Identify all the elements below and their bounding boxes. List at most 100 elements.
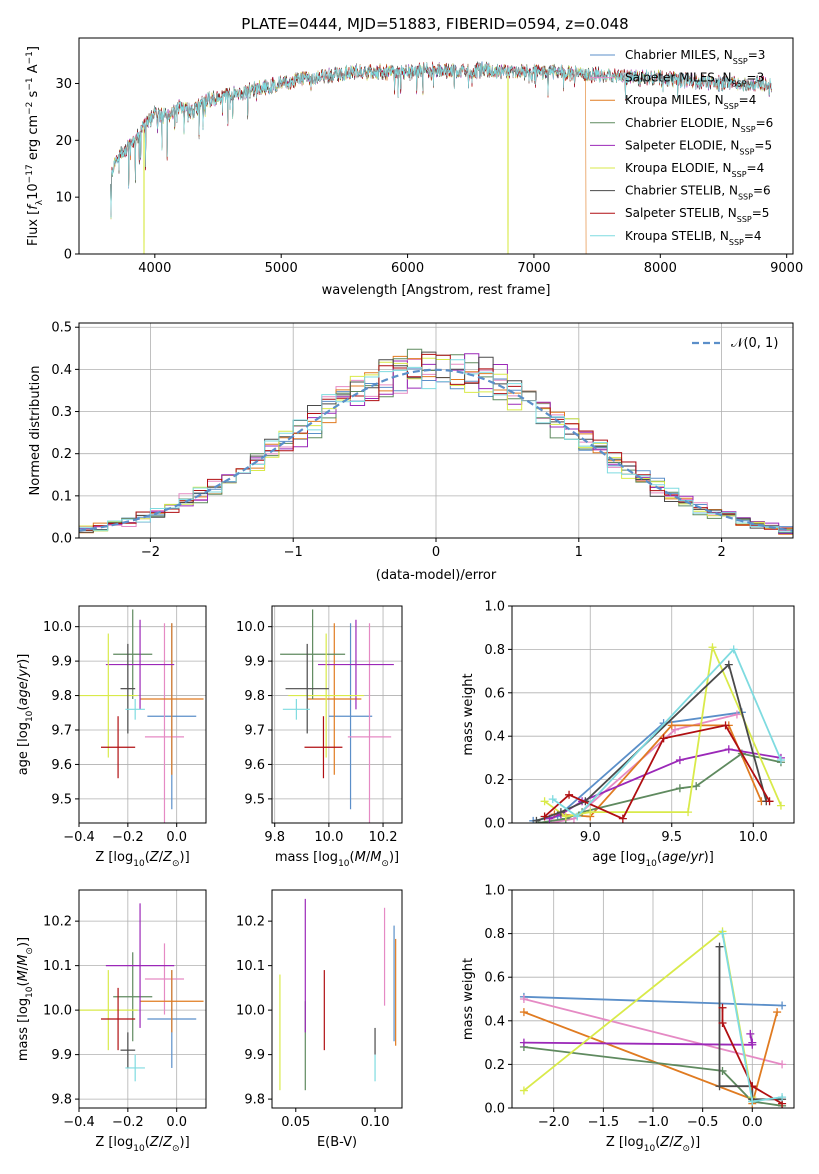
x-axis-label: Z [log10(Z/Z⊙)] bbox=[95, 850, 189, 869]
x-tick-label: 0.05 bbox=[281, 1115, 310, 1130]
plot-area bbox=[79, 903, 204, 1082]
legend-series-name: Kroupa STELIB, N bbox=[625, 229, 729, 243]
y-tick-label: 20 bbox=[55, 134, 72, 149]
y-tick-label: 9.9 bbox=[244, 655, 265, 670]
legend-sub: SSP bbox=[732, 170, 747, 179]
y-axis-label: mass weight bbox=[461, 673, 476, 755]
x-tick-label: 9.0 bbox=[580, 830, 601, 845]
x-tick-label: −1.0 bbox=[637, 1115, 669, 1130]
y-axis-label-part: f bbox=[26, 203, 41, 210]
x-axis-label: age [log10(age/yr)] bbox=[592, 850, 714, 869]
y-axis-label-part: / bbox=[16, 965, 31, 970]
x-axis-label-part: Z [log bbox=[606, 1135, 644, 1150]
x-tick-label: −0.5 bbox=[687, 1115, 719, 1130]
weight-point-marker bbox=[692, 782, 701, 791]
y-axis-label-part: )] bbox=[16, 654, 31, 664]
x-tick-label: 0.0 bbox=[742, 1115, 763, 1130]
y-tick-label: 0.0 bbox=[51, 532, 72, 547]
y-tick-label: 10.1 bbox=[236, 959, 265, 974]
y-tick-label: 9.7 bbox=[244, 724, 265, 739]
x-axis-label-part: )] bbox=[180, 1135, 190, 1150]
axes-frame bbox=[78, 605, 207, 824]
x-axis-label-part: / bbox=[159, 850, 164, 865]
y-tick-label: 30 bbox=[55, 77, 72, 92]
axes-frame bbox=[511, 605, 795, 824]
x-axis-label-part: 10 bbox=[644, 1144, 656, 1154]
legend-series-name: Salpeter MILES, N bbox=[625, 71, 732, 85]
weight-line bbox=[523, 929, 754, 1098]
x-tick-label: 0 bbox=[432, 545, 440, 560]
x-axis-label-part: Z bbox=[659, 1135, 670, 1150]
mass-weight-vs-age-panel: 9.0 9.5 10.0 0.0 0.2 0.4 0.6 0.8 1.0 age [log10(a… bbox=[461, 600, 795, 869]
y-axis-label-part: −1 bbox=[25, 77, 35, 90]
spectrum-panel: 4000 5000 6000 7000 8000 9000 0 10 20 30 wavelengt… bbox=[25, 37, 803, 298]
x-axis-label-part: ⊙ bbox=[682, 1144, 690, 1154]
y-tick-label: 0.8 bbox=[484, 927, 505, 942]
plot-area bbox=[529, 643, 785, 823]
age-vs-mass-panel: 9.8 10.0 10.2 9.5 9.6 9.7 9.8 9.9 10.0 mass [log1… bbox=[236, 605, 403, 869]
y-axis-label-part: ( bbox=[16, 706, 31, 711]
x-axis-label-part: / bbox=[686, 850, 691, 865]
age-vs-metallicity-panel: −0.4 −0.2 0.09.59.69.79.89.910.0Z [log10(Z… bbox=[16, 605, 207, 869]
y-tick-label: 10.2 bbox=[43, 915, 72, 930]
weight-point-marker bbox=[721, 721, 730, 730]
weight-point-marker bbox=[540, 797, 549, 806]
y-axis-label-part: )] bbox=[16, 937, 31, 947]
plot-area bbox=[519, 927, 787, 1108]
x-tick-label: 0.0 bbox=[166, 830, 187, 845]
y-axis-label: mass weight bbox=[461, 958, 476, 1040]
x-axis-label-part: / bbox=[669, 1135, 674, 1150]
histogram-step bbox=[79, 351, 793, 534]
y-tick-label: 0.0 bbox=[484, 1102, 505, 1117]
weight-point-marker bbox=[532, 816, 541, 823]
legend-count: =4 bbox=[739, 93, 757, 107]
histogram-step bbox=[79, 359, 793, 533]
axes-frame bbox=[511, 889, 795, 1109]
y-axis-label-part: mass [log bbox=[16, 998, 31, 1061]
x-tick-label: 0.10 bbox=[361, 1115, 390, 1130]
x-axis-label-part: ( bbox=[145, 1135, 150, 1150]
y-tick-label: 0.6 bbox=[484, 686, 505, 701]
x-tick-label: 7000 bbox=[517, 261, 550, 276]
legend-label: Salpeter MILES, NSSP=3 bbox=[625, 71, 764, 89]
weight-point-marker bbox=[708, 643, 717, 652]
weight-line bbox=[523, 1033, 754, 1046]
x-tick-label: 0.0 bbox=[166, 1115, 187, 1130]
x-axis-label: mass [log10(M/M⊙)] bbox=[275, 850, 399, 869]
x-axis-label-part: M bbox=[370, 850, 381, 865]
weight-point-marker bbox=[748, 1097, 757, 1106]
legend-sub: SSP bbox=[724, 102, 739, 111]
x-axis-label-part: mass [log bbox=[275, 850, 338, 865]
x-axis-label: E(B-V) bbox=[317, 1135, 357, 1150]
x-axis-label-part: 10 bbox=[645, 859, 657, 869]
y-axis-label-part: ( bbox=[16, 981, 31, 986]
x-tick-label: −1.5 bbox=[588, 1115, 620, 1130]
legend-count: =4 bbox=[744, 229, 762, 243]
weight-point-marker bbox=[565, 790, 574, 799]
weight-line bbox=[549, 748, 782, 820]
y-tick-label: 9.8 bbox=[51, 1093, 72, 1108]
legend-count: =4 bbox=[747, 161, 765, 175]
y-tick-label: 0.4 bbox=[484, 1014, 505, 1029]
weight-point-marker bbox=[667, 721, 676, 730]
x-axis-label-part: age [log bbox=[592, 850, 645, 865]
x-tick-label: −2 bbox=[141, 545, 160, 560]
normal-curve bbox=[79, 368, 793, 532]
weight-point-marker bbox=[675, 756, 684, 765]
histogram-step bbox=[79, 353, 793, 531]
x-axis-label-part: )] bbox=[389, 850, 399, 865]
legend-count: =3 bbox=[747, 71, 765, 85]
weight-point-marker bbox=[718, 1003, 727, 1012]
y-tick-label: 0.5 bbox=[51, 321, 72, 336]
x-tick-label: 10.2 bbox=[369, 830, 398, 845]
y-axis-label-part: A bbox=[26, 64, 41, 77]
x-axis-label-part: Z bbox=[149, 850, 160, 865]
weight-point-marker bbox=[573, 812, 582, 821]
x-axis-label-part: Z bbox=[149, 1135, 160, 1150]
x-tick-label: 9000 bbox=[770, 261, 803, 276]
x-axis-label-part: ( bbox=[657, 850, 662, 865]
weight-point-marker bbox=[778, 1093, 787, 1102]
x-axis-label-part: 10 bbox=[338, 859, 350, 869]
x-tick-label: 9.8 bbox=[264, 830, 285, 845]
weight-point-marker bbox=[778, 1001, 787, 1010]
